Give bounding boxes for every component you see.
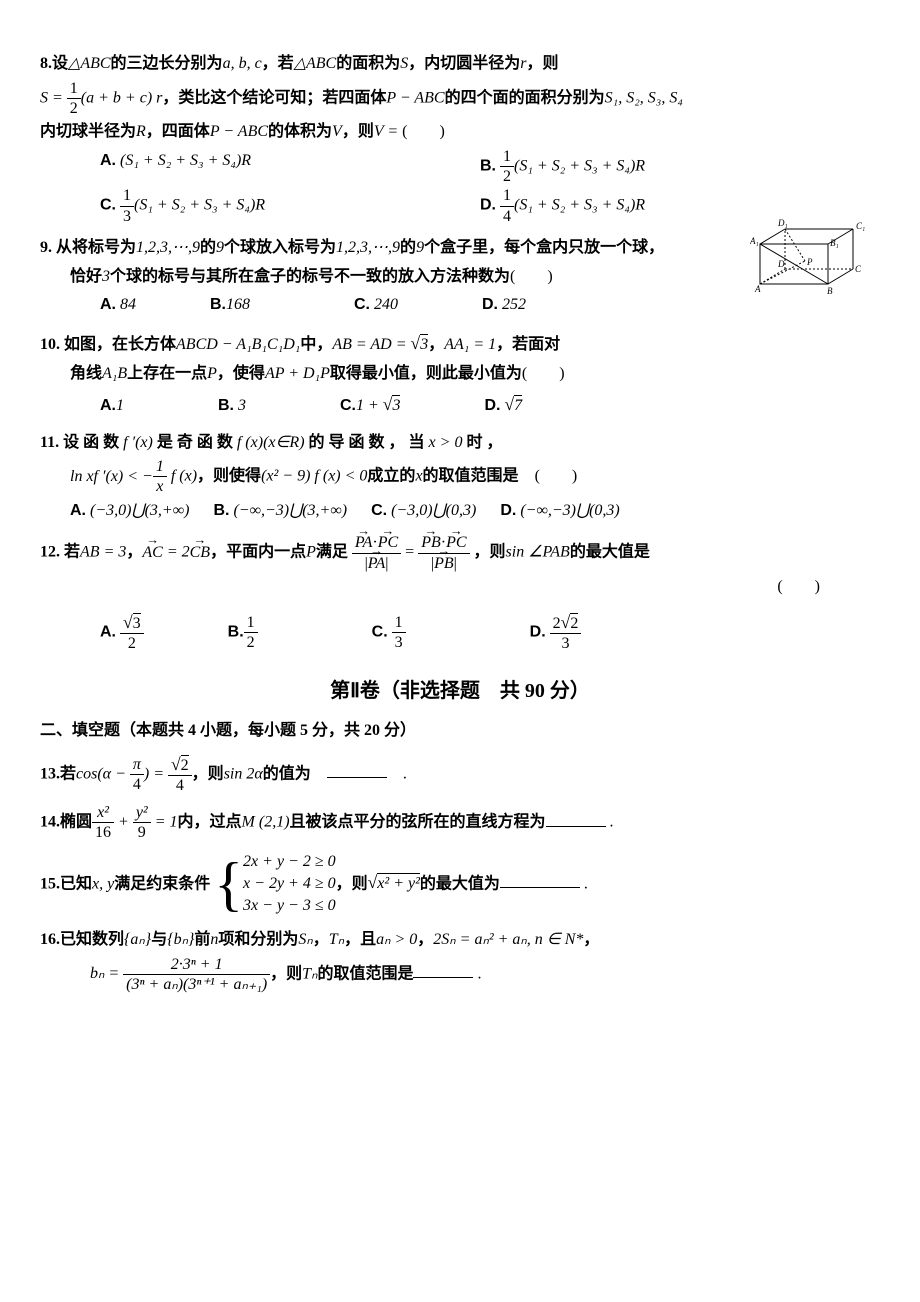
problem-number: 15. (40, 875, 60, 892)
math: V (332, 123, 342, 140)
math: △ABC (68, 55, 111, 72)
math: V = (374, 123, 398, 140)
answer-paren: ( ) (535, 468, 578, 485)
options: A.1 B. 3 C.1 + √3 D. √7 (100, 389, 880, 421)
cuboid-figure: A B C D A₁ B₁ C₁ D₁ P (750, 214, 880, 325)
svg-text:B₁: B₁ (830, 238, 839, 248)
answer-paren: ( ) (510, 268, 553, 285)
answer-paren: ( ) (777, 578, 820, 595)
text: ，类比这个结论可知；若四面体 (162, 89, 386, 106)
problem-number: 11. (40, 434, 59, 451)
problem-13: 13.若cos(α − π4) = √24，则sin 2α的值为 . (40, 754, 880, 795)
option-c: C. 240 (354, 291, 398, 320)
math: P − ABC (210, 123, 268, 140)
math: P − ABC (386, 89, 444, 106)
math: (a + b + c) r (81, 89, 163, 106)
fraction: 12 (67, 79, 81, 118)
system-brace: { 2x + y − 2 ≥ 0 x − 2y + 4 ≥ 0 3x − y −… (214, 851, 335, 918)
fraction: PA·PC|PA| (352, 533, 401, 572)
svg-text:P: P (806, 257, 813, 267)
answer-paren: ( ) (402, 123, 445, 140)
math: △ABC (294, 55, 337, 72)
text: 的面积为 (336, 55, 400, 72)
problem-number: 14. (40, 814, 60, 831)
problem-11: 11. 设 函 数 f ′(x) 是 奇 函 数 f (x)(x∈R) 的 导 … (40, 429, 880, 526)
problem-16: 16.已知数列{aₙ}与{bₙ}前n项和分别为Sₙ，Tₙ，且aₙ > 0，2Sₙ… (40, 926, 880, 994)
text: ，四面体 (146, 123, 210, 140)
answer-paren: ( ) (522, 365, 565, 382)
option-d: D. (−∞,−3)⋃(0,3) (500, 497, 619, 526)
fill-blank (500, 871, 580, 888)
svg-text:B: B (827, 286, 833, 296)
option-b: B. (−∞,−3)⋃(3,+∞) (213, 497, 347, 526)
math: a, b, c (223, 55, 262, 72)
problem-number: 16. (40, 931, 60, 948)
text: ，则 (526, 55, 558, 72)
fill-blank (413, 961, 473, 978)
option-c: C. 13 (372, 613, 406, 652)
problem-8: 8.设△ABC的三边长分别为a, b, c，若△ABC的面积为S，内切圆半径为r… (40, 50, 880, 226)
svg-text:D₁: D₁ (777, 218, 788, 228)
option-c: C. 13(S₁ + S₂ + S₃ + S₄)R (100, 186, 420, 225)
option-a: A. 84 (100, 291, 136, 320)
options: A. √32 B.12 C. 13 D. 2√23 (100, 612, 880, 653)
option-d: D. 252 (482, 291, 526, 320)
option-c: C.1 + √3 (340, 389, 400, 421)
problem-9: 9. 从将标号为1,2,3,⋯,9的9个球放入标号为1,2,3,⋯,9的9个盒子… (40, 234, 880, 320)
subsection-title: 二、填空题（本题共 4 小题，每小题 5 分，共 20 分） (40, 717, 880, 746)
fill-blank (327, 761, 387, 778)
math: R (136, 123, 146, 140)
text: 设 (52, 55, 68, 72)
option-d: D. 2√23 (530, 612, 582, 653)
option-d: D. 14(S₁ + S₂ + S₃ + S₄)R (480, 186, 645, 225)
text: ，若 (262, 55, 294, 72)
svg-text:C: C (855, 264, 862, 274)
svg-text:A₁: A₁ (750, 236, 759, 246)
problem-14: 14.椭圆x²16 + y²9 = 1内，过点M (2,1)且被该点平分的弦所在… (40, 803, 880, 842)
option-d: D. √7 (484, 389, 522, 421)
text: 的三边长分别为 (111, 55, 223, 72)
option-b: B.168 (210, 291, 250, 320)
options: A. (−3,0)⋃(3,+∞) B. (−∞,−3)⋃(3,+∞) C. (−… (70, 497, 880, 526)
svg-text:C₁: C₁ (856, 221, 865, 231)
option-c: C. (−3,0)⋃(0,3) (371, 497, 476, 526)
section-title: 第Ⅱ卷（非选择题 共 90 分） (40, 673, 880, 709)
problem-12: 12. 若AB = 3，AC = 2CB，平面内一点P满足 PA·PC|PA| … (40, 533, 880, 653)
option-b: B. 12(S₁ + S₂ + S₃ + S₄)R (480, 147, 645, 186)
math: S = (40, 89, 67, 106)
problem-number: 10. (40, 336, 60, 353)
problem-10: 10. 如图，在长方体ABCD − A₁B₁C₁D₁中，AB = AD = √3… (40, 328, 880, 420)
option-a: A. √32 (100, 612, 144, 653)
option-b: B. 3 (218, 392, 246, 421)
option-a: A. (−3,0)⋃(3,+∞) (70, 497, 189, 526)
problem-number: 12. (40, 544, 60, 561)
text: 的四个面的面积分别为 (445, 89, 605, 106)
fraction: PB·PC|PB| (418, 533, 469, 572)
fill-blank (546, 810, 606, 827)
text: ，内切圆半径为 (408, 55, 520, 72)
option-b: B.12 (228, 613, 258, 652)
text: ，则 (342, 123, 374, 140)
option-a: A. (S₁ + S₂ + S₃ + S₄)R (100, 147, 420, 186)
svg-text:D: D (777, 259, 785, 269)
problem-number: 13. (40, 765, 60, 782)
option-a: A.1 (100, 392, 124, 421)
problem-number: 8. (40, 55, 52, 72)
math: S₁, S₂, S₃, S₄ (605, 89, 683, 106)
svg-text:A: A (754, 284, 761, 294)
problem-15: 15.已知x, y满足约束条件 { 2x + y − 2 ≥ 0 x − 2y … (40, 851, 880, 918)
text: 内切球半径为 (40, 123, 136, 140)
text: 的体积为 (268, 123, 332, 140)
problem-number: 9. (40, 239, 52, 256)
